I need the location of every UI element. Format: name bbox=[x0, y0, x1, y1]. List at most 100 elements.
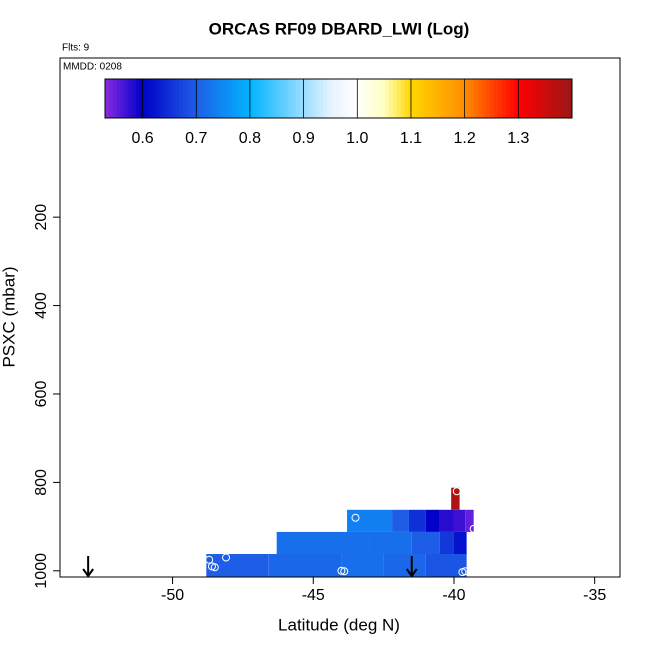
cell bbox=[206, 554, 269, 577]
colorbar-segment bbox=[237, 79, 242, 118]
cell bbox=[439, 509, 454, 532]
cell bbox=[453, 531, 467, 555]
colorbar-segment bbox=[470, 79, 476, 118]
colorbar-segment bbox=[548, 79, 554, 118]
data-point bbox=[469, 524, 478, 533]
colorbar-segment bbox=[307, 79, 312, 118]
colorbar-segment bbox=[167, 79, 172, 118]
data-point bbox=[205, 555, 214, 564]
subtitle: Flts: 9 bbox=[62, 43, 90, 54]
colorbar-segment bbox=[400, 79, 406, 118]
colorbar-segment bbox=[241, 79, 246, 118]
colorbar-segment bbox=[132, 79, 137, 118]
colorbar-segment bbox=[560, 79, 565, 118]
colorbar-segment bbox=[182, 79, 188, 118]
cell bbox=[392, 509, 409, 532]
colorbar-tick-label: 1.2 bbox=[454, 130, 476, 147]
colorbar-segment bbox=[385, 79, 390, 118]
x-tick-label: -45 bbox=[302, 587, 325, 604]
arrow bbox=[82, 556, 94, 578]
cell bbox=[453, 509, 466, 532]
colorbar-segment bbox=[365, 79, 371, 118]
colorbar-segment bbox=[330, 79, 336, 118]
colorbar-segment bbox=[163, 79, 168, 118]
y-tick-label: 200 bbox=[33, 204, 50, 231]
colorbar-segment bbox=[190, 79, 196, 118]
colorbar-segment bbox=[416, 79, 421, 118]
colorbar-segment bbox=[564, 79, 569, 118]
arrow-head bbox=[82, 568, 94, 578]
colorbar-segment bbox=[455, 79, 460, 118]
arrow-head bbox=[405, 568, 418, 578]
colorbar-segment bbox=[221, 79, 227, 118]
colorbar-segment bbox=[463, 79, 468, 118]
data-point bbox=[210, 563, 219, 572]
colorbar-tick-label: 0.7 bbox=[185, 130, 207, 147]
colorbar-segment bbox=[245, 79, 250, 118]
colorbar-segment bbox=[284, 79, 289, 118]
x-tick-label: -40 bbox=[442, 587, 465, 604]
data-point bbox=[340, 567, 349, 576]
colorbar-segment bbox=[451, 79, 456, 118]
colorbar-segment bbox=[377, 79, 382, 118]
colorbar-segment bbox=[124, 79, 129, 118]
plot-frame bbox=[59, 57, 621, 578]
data-point bbox=[461, 567, 470, 576]
x-tick-label: -50 bbox=[161, 587, 184, 604]
colorbar-segment bbox=[490, 79, 495, 118]
colorbar-segment bbox=[435, 79, 441, 118]
colorbar-tick-label: 1.1 bbox=[400, 130, 422, 147]
colorbar-segment bbox=[206, 79, 211, 118]
colorbar-segment bbox=[529, 79, 534, 118]
colorbar-segment bbox=[521, 79, 526, 118]
data-point bbox=[222, 553, 231, 562]
colorbar-segment bbox=[322, 79, 328, 118]
colorbar-segment bbox=[373, 79, 378, 118]
colorbar-segment bbox=[143, 79, 149, 118]
cell bbox=[465, 509, 474, 532]
chart-title: ORCAS RF09 DBARD_LWI (Log) bbox=[209, 19, 470, 38]
colorbar-segment bbox=[552, 79, 557, 118]
colorbar-segment bbox=[276, 79, 281, 118]
colorbar-segment bbox=[136, 79, 141, 118]
cell bbox=[439, 531, 454, 555]
cell bbox=[425, 509, 440, 532]
colorbar-segment bbox=[350, 79, 355, 118]
colorbar-segment bbox=[105, 79, 110, 118]
colorbar-segment bbox=[439, 79, 445, 118]
y-tick-label: 600 bbox=[33, 381, 50, 408]
colorbar-segment bbox=[342, 79, 347, 118]
colorbar-segment bbox=[357, 79, 363, 118]
colorbar-segment bbox=[431, 79, 437, 118]
colorbar-segment bbox=[338, 79, 343, 118]
colorbar-segment bbox=[268, 79, 273, 118]
colorbar-segment bbox=[287, 79, 293, 118]
colorbar-segment bbox=[447, 79, 452, 118]
colorbar-segment bbox=[533, 79, 538, 118]
colorbar-segment bbox=[147, 79, 153, 118]
colorbar-segment bbox=[443, 79, 448, 118]
colorbar-segment bbox=[252, 79, 258, 118]
annotation: MMDD: 0208 bbox=[63, 62, 122, 73]
cell bbox=[341, 554, 384, 577]
colorbar-segment bbox=[128, 79, 133, 118]
y-tick-label: 400 bbox=[33, 292, 50, 319]
colorbar-segment bbox=[233, 79, 238, 118]
cell bbox=[369, 531, 412, 555]
colorbar-segment bbox=[256, 79, 262, 118]
colorbar-segment bbox=[326, 79, 332, 118]
x-axis-label: Latitude (deg N) bbox=[278, 615, 400, 634]
colorbar-segment bbox=[392, 79, 398, 118]
colorbar-segment bbox=[248, 79, 254, 118]
colorbar-segment bbox=[120, 79, 125, 118]
arrow bbox=[405, 556, 418, 578]
colorbar-segment bbox=[369, 79, 375, 118]
colorbar-tick-label: 1.3 bbox=[507, 130, 529, 147]
cell bbox=[451, 487, 460, 510]
colorbar-segment bbox=[260, 79, 266, 118]
data-point bbox=[452, 487, 461, 496]
colorbar-segment bbox=[474, 79, 480, 118]
colorbar-tick-label: 0.6 bbox=[131, 130, 153, 147]
x-tick-label: -35 bbox=[583, 587, 606, 604]
colorbar-segment bbox=[229, 79, 234, 118]
